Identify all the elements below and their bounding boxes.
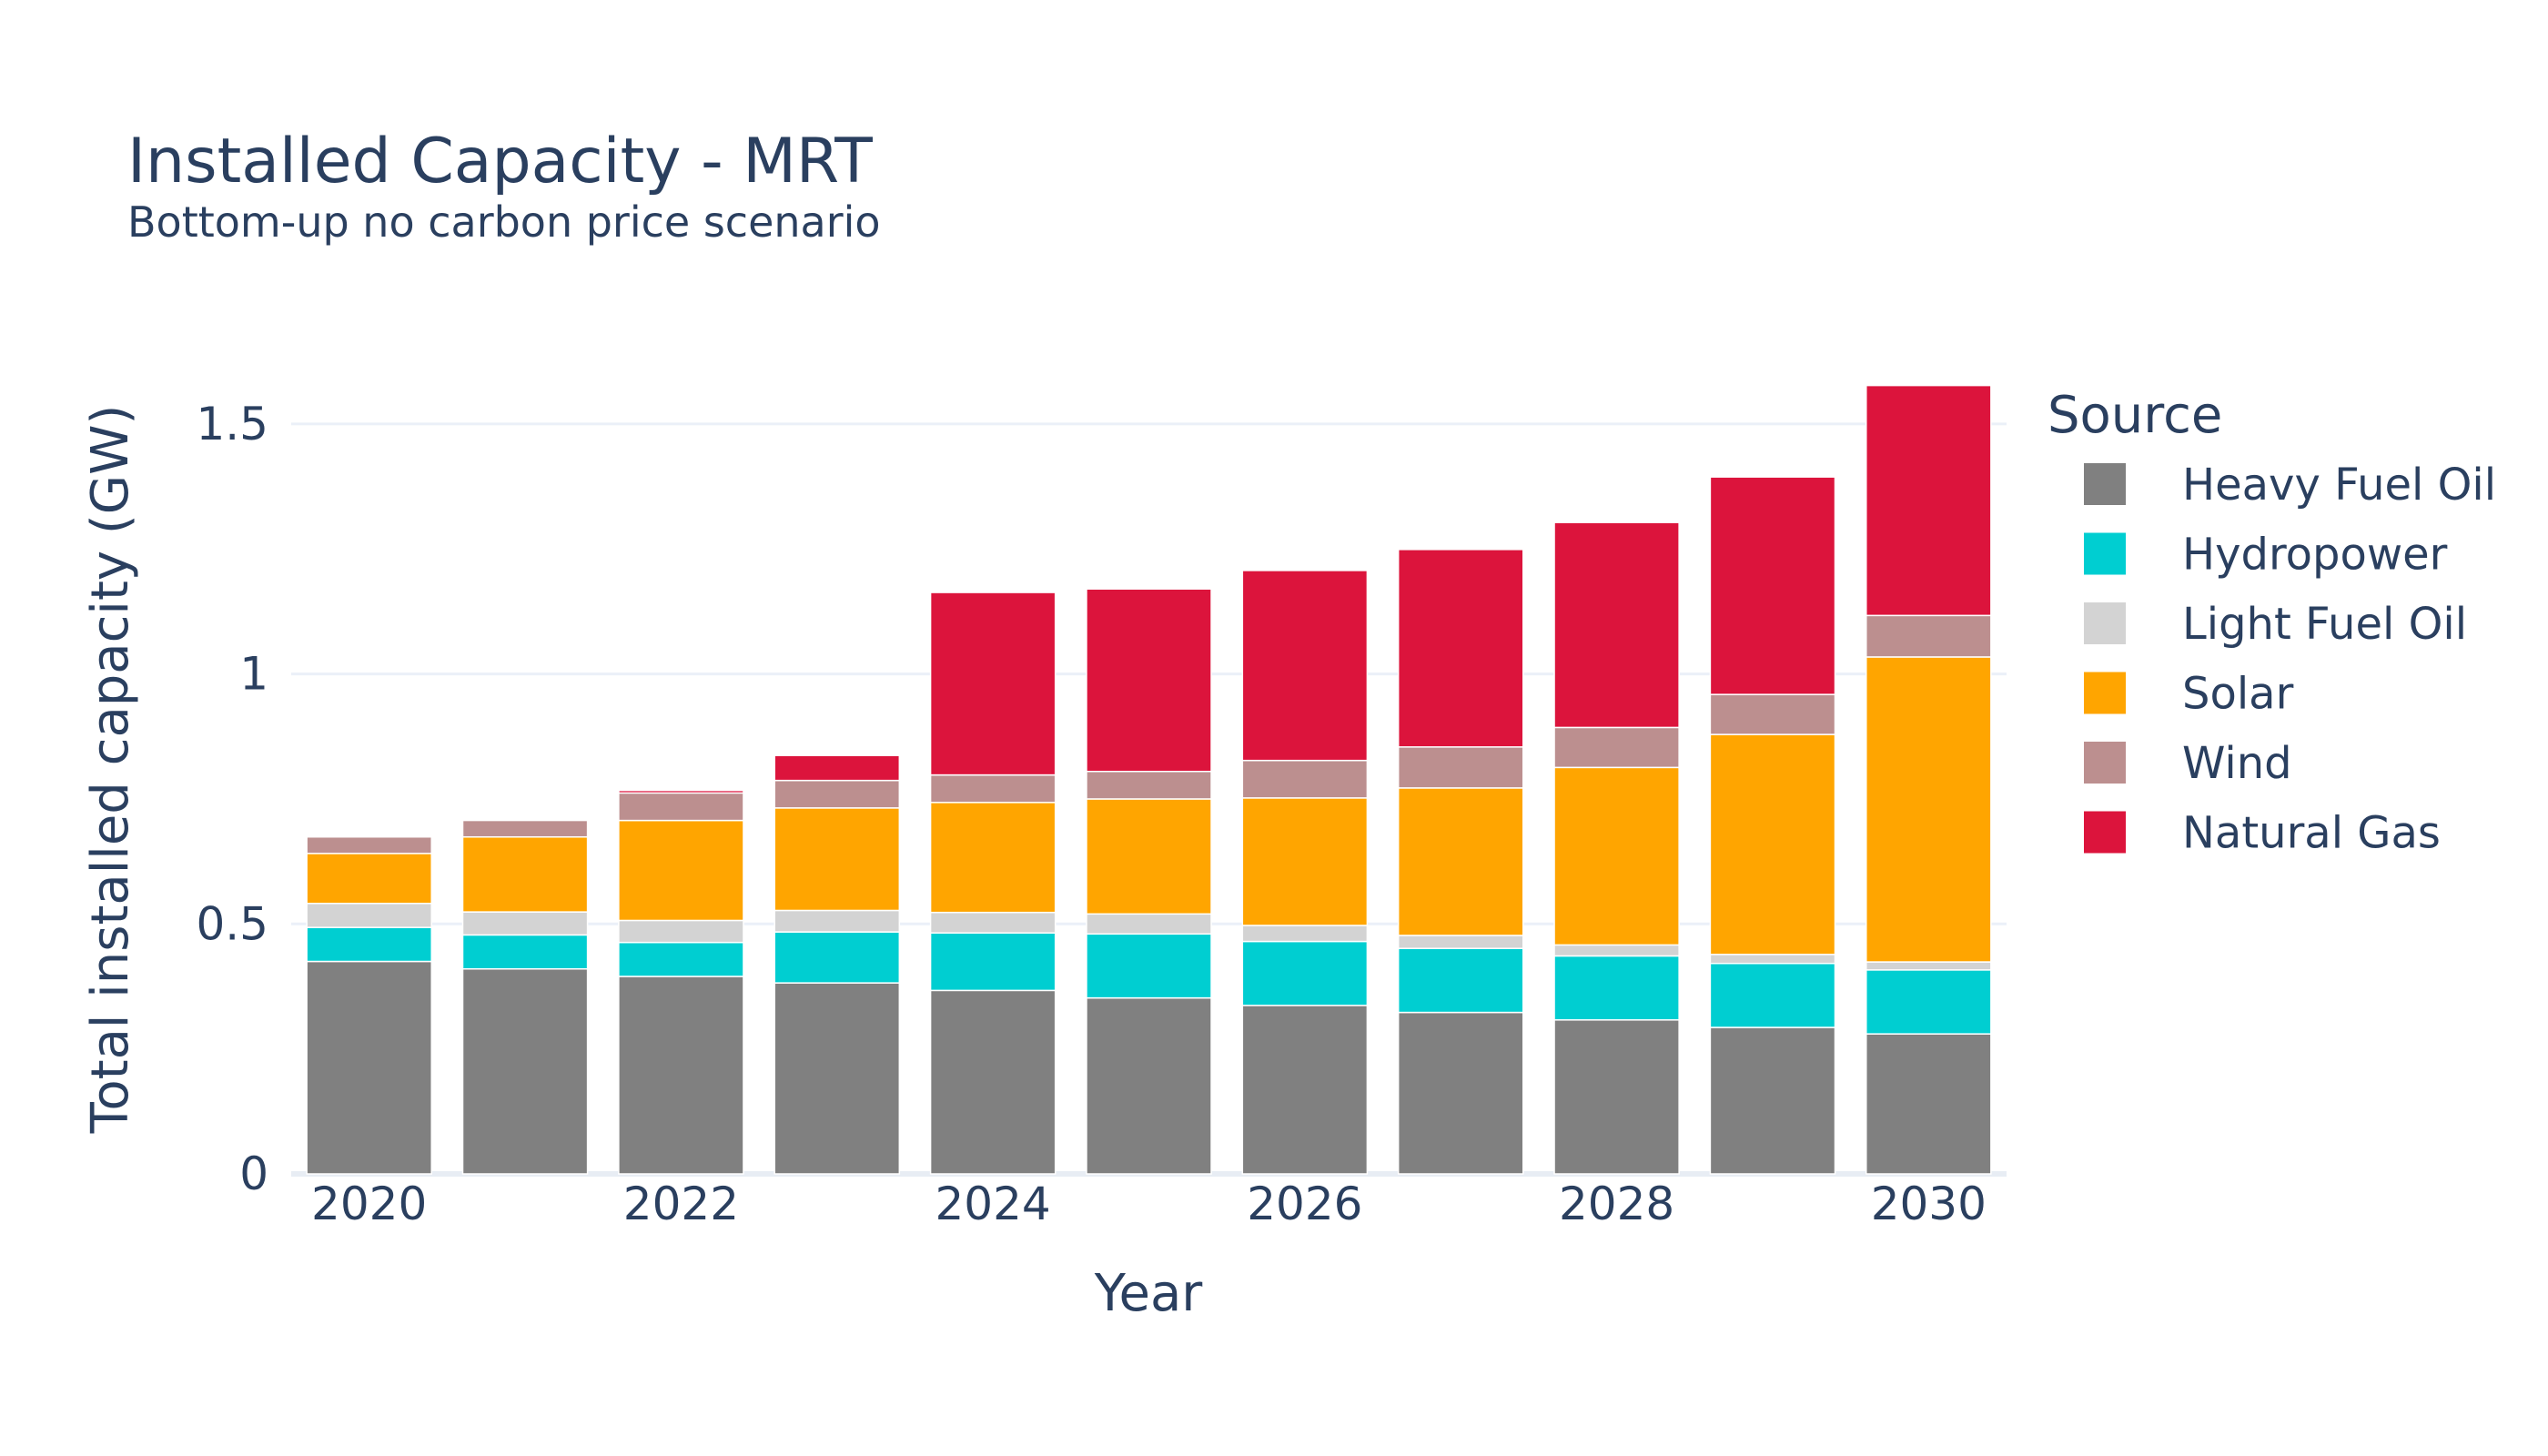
bar-segment bbox=[306, 903, 432, 928]
bar-segment bbox=[1086, 798, 1212, 915]
bar-segment bbox=[774, 754, 901, 782]
legend-swatch bbox=[2084, 672, 2126, 714]
bar-segment bbox=[306, 926, 432, 963]
bar-segment bbox=[306, 960, 432, 1175]
bar-segment bbox=[929, 592, 1057, 776]
bars bbox=[306, 384, 1992, 1175]
bar-segment bbox=[618, 919, 744, 944]
legend-label: Wind bbox=[2182, 738, 2292, 789]
chart-subtitle: Bottom-up no carbon price scenario bbox=[127, 197, 881, 247]
bar-segment bbox=[1709, 693, 1836, 735]
bar-segment bbox=[929, 989, 1057, 1175]
bar-segment bbox=[1553, 944, 1680, 957]
bar-segment bbox=[1553, 1019, 1680, 1175]
bar-segment bbox=[929, 802, 1057, 914]
legend-swatch bbox=[2084, 532, 2126, 575]
legend-swatch bbox=[2084, 742, 2126, 784]
bar-segment bbox=[461, 968, 589, 1175]
x-tick-label: 2020 bbox=[311, 1178, 427, 1230]
bar-segment bbox=[1866, 656, 1992, 963]
bar-segment bbox=[1397, 1011, 1524, 1175]
x-tick-label: 2030 bbox=[1871, 1178, 1987, 1230]
y-tick-label: 1 bbox=[239, 648, 268, 701]
bar-segment bbox=[1397, 746, 1524, 789]
bar-segment bbox=[1553, 726, 1680, 769]
bar-segment bbox=[1709, 1026, 1836, 1175]
bar-segment bbox=[1241, 570, 1369, 762]
bar-segment bbox=[774, 931, 901, 984]
bar-segment bbox=[1241, 759, 1369, 799]
bar-segment bbox=[461, 934, 589, 970]
bar-segment bbox=[1397, 787, 1524, 936]
bar-segment bbox=[618, 792, 744, 822]
bar-segment bbox=[1086, 588, 1212, 773]
bar-segment bbox=[1086, 913, 1212, 935]
legend-label: Solar bbox=[2182, 669, 2294, 720]
bar-segment bbox=[461, 835, 589, 913]
x-tick-label: 2026 bbox=[1247, 1178, 1362, 1230]
legend-swatch bbox=[2084, 602, 2126, 644]
bar-segment bbox=[1709, 954, 1836, 965]
bar-segment bbox=[1866, 1033, 1992, 1175]
legend-label: Natural Gas bbox=[2182, 808, 2441, 859]
bar-segment bbox=[461, 911, 589, 936]
legend: Source Heavy Fuel Oil Hydropower Light Fue… bbox=[2048, 386, 2496, 859]
bar-segment bbox=[1241, 940, 1369, 1006]
bar-segment bbox=[929, 774, 1057, 804]
bar-segment bbox=[774, 779, 901, 809]
x-axis-title: Year bbox=[1094, 1264, 1204, 1323]
legend-swatch bbox=[2084, 463, 2126, 505]
bar-segment bbox=[1553, 766, 1680, 946]
bar-segment bbox=[1709, 733, 1836, 956]
y-tick-labels: 0 0.5 1 1.5 bbox=[196, 398, 268, 1200]
bar-segment bbox=[1866, 384, 1992, 617]
bar-segment bbox=[1866, 969, 1992, 1035]
bar-segment bbox=[1866, 614, 1992, 658]
bar-segment bbox=[618, 789, 744, 794]
x-tick-label: 2024 bbox=[935, 1178, 1051, 1230]
y-tick-label: 0.5 bbox=[196, 897, 268, 950]
bar-segment bbox=[774, 807, 901, 912]
bar-segment bbox=[1709, 476, 1836, 695]
y-tick-label: 0 bbox=[239, 1148, 268, 1200]
bar-segment bbox=[1709, 962, 1836, 1028]
legend-swatch bbox=[2084, 811, 2126, 854]
bar-segment bbox=[774, 982, 901, 1175]
bar-segment bbox=[1553, 955, 1680, 1021]
bar-segment bbox=[306, 835, 432, 854]
bar-segment bbox=[461, 819, 589, 838]
x-tick-label: 2022 bbox=[623, 1178, 739, 1230]
chart-title: Installed Capacity - MRT bbox=[127, 126, 873, 197]
bar-segment bbox=[1553, 521, 1680, 729]
bar-segment bbox=[1086, 996, 1212, 1175]
bar-segment bbox=[1397, 947, 1524, 1014]
bar-segment bbox=[1397, 935, 1524, 949]
legend-title: Source bbox=[2048, 386, 2222, 445]
bar-segment bbox=[1241, 925, 1369, 943]
bar-segment bbox=[1241, 1005, 1369, 1175]
bar-segment bbox=[618, 976, 744, 1175]
x-tick-labels: 2020 2022 2024 2026 2028 2030 bbox=[311, 1178, 1987, 1230]
bar-segment bbox=[774, 909, 901, 933]
y-axis-title: Total installed capacity (GW) bbox=[81, 405, 140, 1135]
bar-segment bbox=[306, 853, 432, 905]
y-tick-label: 1.5 bbox=[196, 398, 268, 450]
bar-segment bbox=[929, 911, 1057, 934]
bar-segment bbox=[618, 819, 744, 922]
bar-segment bbox=[1397, 549, 1524, 748]
x-tick-label: 2028 bbox=[1559, 1178, 1674, 1230]
legend-label: Hydropower bbox=[2182, 530, 2448, 581]
bar-segment bbox=[618, 941, 744, 977]
bar-segment bbox=[1086, 933, 1212, 999]
bar-segment bbox=[1241, 797, 1369, 926]
bar-segment bbox=[1086, 770, 1212, 800]
legend-label: Light Fuel Oil bbox=[2182, 599, 2467, 650]
bar-segment bbox=[929, 932, 1057, 992]
bar-segment bbox=[1866, 961, 1992, 971]
legend-label: Heavy Fuel Oil bbox=[2182, 460, 2496, 511]
